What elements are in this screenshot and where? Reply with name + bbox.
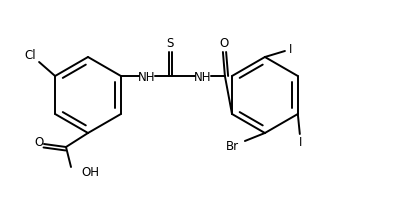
Text: I: I [299, 136, 302, 149]
Text: Br: Br [226, 139, 239, 152]
Text: O: O [220, 36, 229, 49]
Text: Cl: Cl [24, 48, 36, 61]
Text: NH: NH [194, 71, 212, 84]
Text: NH: NH [138, 71, 156, 84]
Text: S: S [167, 36, 174, 49]
Text: I: I [289, 43, 293, 56]
Text: OH: OH [81, 166, 99, 179]
Text: O: O [34, 137, 44, 150]
